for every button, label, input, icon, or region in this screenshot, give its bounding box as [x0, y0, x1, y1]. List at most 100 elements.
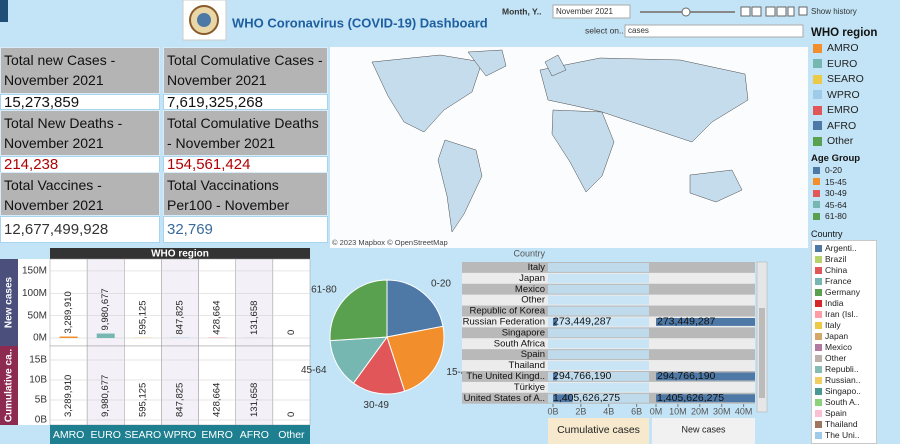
playback-controls[interactable]	[740, 6, 795, 17]
legend-item: EURO	[813, 58, 857, 70]
pie-label: 0-20	[431, 278, 451, 289]
legend-item: AMRO	[813, 42, 859, 54]
legend-swatch	[813, 212, 820, 220]
column-background	[272, 258, 311, 347]
column-background	[161, 345, 199, 426]
legend-item: AFRO	[813, 120, 856, 132]
month-dropdown[interactable]	[552, 4, 631, 19]
chart-header	[50, 248, 310, 259]
legend-title: Country	[811, 229, 843, 239]
pie-label: 15-45	[446, 367, 472, 378]
filter-label: Month, Y..	[502, 6, 542, 16]
legend-label: EMRO	[827, 104, 859, 116]
kpi-label: Total Vaccines - November 2021	[0, 172, 160, 216]
scrollbar-thumb[interactable]	[759, 308, 765, 398]
row-label: New cases	[4, 276, 15, 328]
legend-label: 45-64	[825, 199, 847, 210]
legend-label: The Uni..	[825, 430, 860, 440]
value-label: 428,664	[212, 300, 223, 334]
row-header	[0, 346, 18, 425]
legend-label: France	[825, 276, 852, 286]
legend-label: Russian..	[825, 375, 861, 385]
axis-title: New cases	[681, 424, 726, 434]
legend-swatch	[813, 59, 822, 68]
bar-group	[553, 318, 573, 403]
value-label: 273,449,287	[657, 316, 716, 328]
legend-label: Spain	[825, 408, 847, 418]
y-tick-label: United States of A..	[464, 393, 545, 404]
legend-swatch	[815, 310, 822, 318]
legend-label: Japan	[825, 331, 849, 341]
x-tick-label: 4B	[603, 406, 614, 416]
legend-item: 45-64	[813, 200, 847, 210]
legend-item: Other	[813, 135, 853, 147]
kpi-value: 214,238	[0, 156, 160, 173]
value-label: 595,125	[137, 300, 148, 334]
show-history-checkbox[interactable]	[798, 6, 808, 16]
legend-item: Other	[815, 353, 846, 363]
legend-title: WHO region	[811, 27, 878, 39]
legend-item: Germany	[815, 287, 860, 297]
menu-button[interactable]	[0, 0, 8, 22]
value-label: 847,825	[175, 300, 186, 334]
legend-swatch	[813, 189, 820, 197]
value-label: 428,664	[212, 383, 223, 417]
legend-swatch	[815, 387, 822, 395]
column-background	[86, 345, 125, 426]
legend-label: SEARO	[827, 73, 864, 85]
bar	[553, 318, 557, 326]
y-tick-label: The United Kingd..	[466, 371, 545, 382]
row-highlight	[548, 317, 649, 327]
kpi-value: 15,273,859	[0, 94, 160, 111]
value-label: 9,980,677	[100, 288, 111, 330]
row-highlight	[548, 393, 649, 403]
kpi-value: 32,769	[163, 216, 328, 243]
value-label: 131,658	[249, 383, 260, 417]
value-label: 294,766,190	[657, 370, 716, 382]
dashboard-title: WHO Coronavirus (COVID-19) Dashboard	[232, 15, 488, 30]
bar	[553, 372, 558, 381]
legend-item: 0-20	[813, 165, 842, 175]
month-value: November 2021	[556, 7, 613, 16]
y-tick-label: Türkiye	[514, 382, 545, 393]
row-header	[0, 259, 18, 346]
row-highlight	[548, 284, 649, 294]
bar	[553, 394, 573, 403]
legend-swatch	[815, 266, 822, 274]
legend-item: Japan	[815, 331, 848, 341]
y-tick-label: Mexico	[515, 284, 545, 295]
select-label: select on..	[585, 25, 624, 35]
slider-knob[interactable]	[681, 7, 691, 17]
column-background	[124, 258, 162, 347]
legend-swatch	[815, 398, 822, 406]
legend-item: South A..	[815, 397, 860, 407]
legend-swatch	[815, 255, 822, 263]
pie-slice	[352, 335, 406, 395]
y-tick-label: Italy	[528, 262, 546, 273]
legend-swatch	[815, 244, 822, 252]
y-tick-label: Spain	[521, 349, 545, 360]
value-label: 3,289,910	[63, 291, 74, 333]
value-label: 595,125	[137, 383, 148, 417]
legend-label: Iran (Isl..	[825, 309, 859, 319]
legend-label: 0-20	[825, 165, 843, 175]
y-tick-label: Russian Federation	[463, 316, 545, 327]
legend-item: The Uni..	[815, 430, 860, 440]
value-label: 294,766,190	[553, 370, 612, 382]
y-tick-label: 0M	[33, 333, 47, 344]
column-background	[86, 258, 125, 347]
row-highlight	[548, 361, 649, 370]
x-tick-label: 0B	[547, 406, 558, 416]
logo	[182, 0, 227, 41]
legend-label: Republi..	[825, 364, 859, 374]
value-label: 1,405,626,275	[657, 392, 724, 404]
legend-swatch	[815, 343, 822, 351]
legend-label: Singapo..	[825, 386, 861, 396]
legend-swatch	[813, 166, 820, 174]
chart-title: WHO region	[151, 249, 209, 260]
select-dropdown[interactable]	[624, 24, 804, 38]
axis-panel	[18, 259, 50, 425]
legend-swatch	[813, 90, 822, 99]
